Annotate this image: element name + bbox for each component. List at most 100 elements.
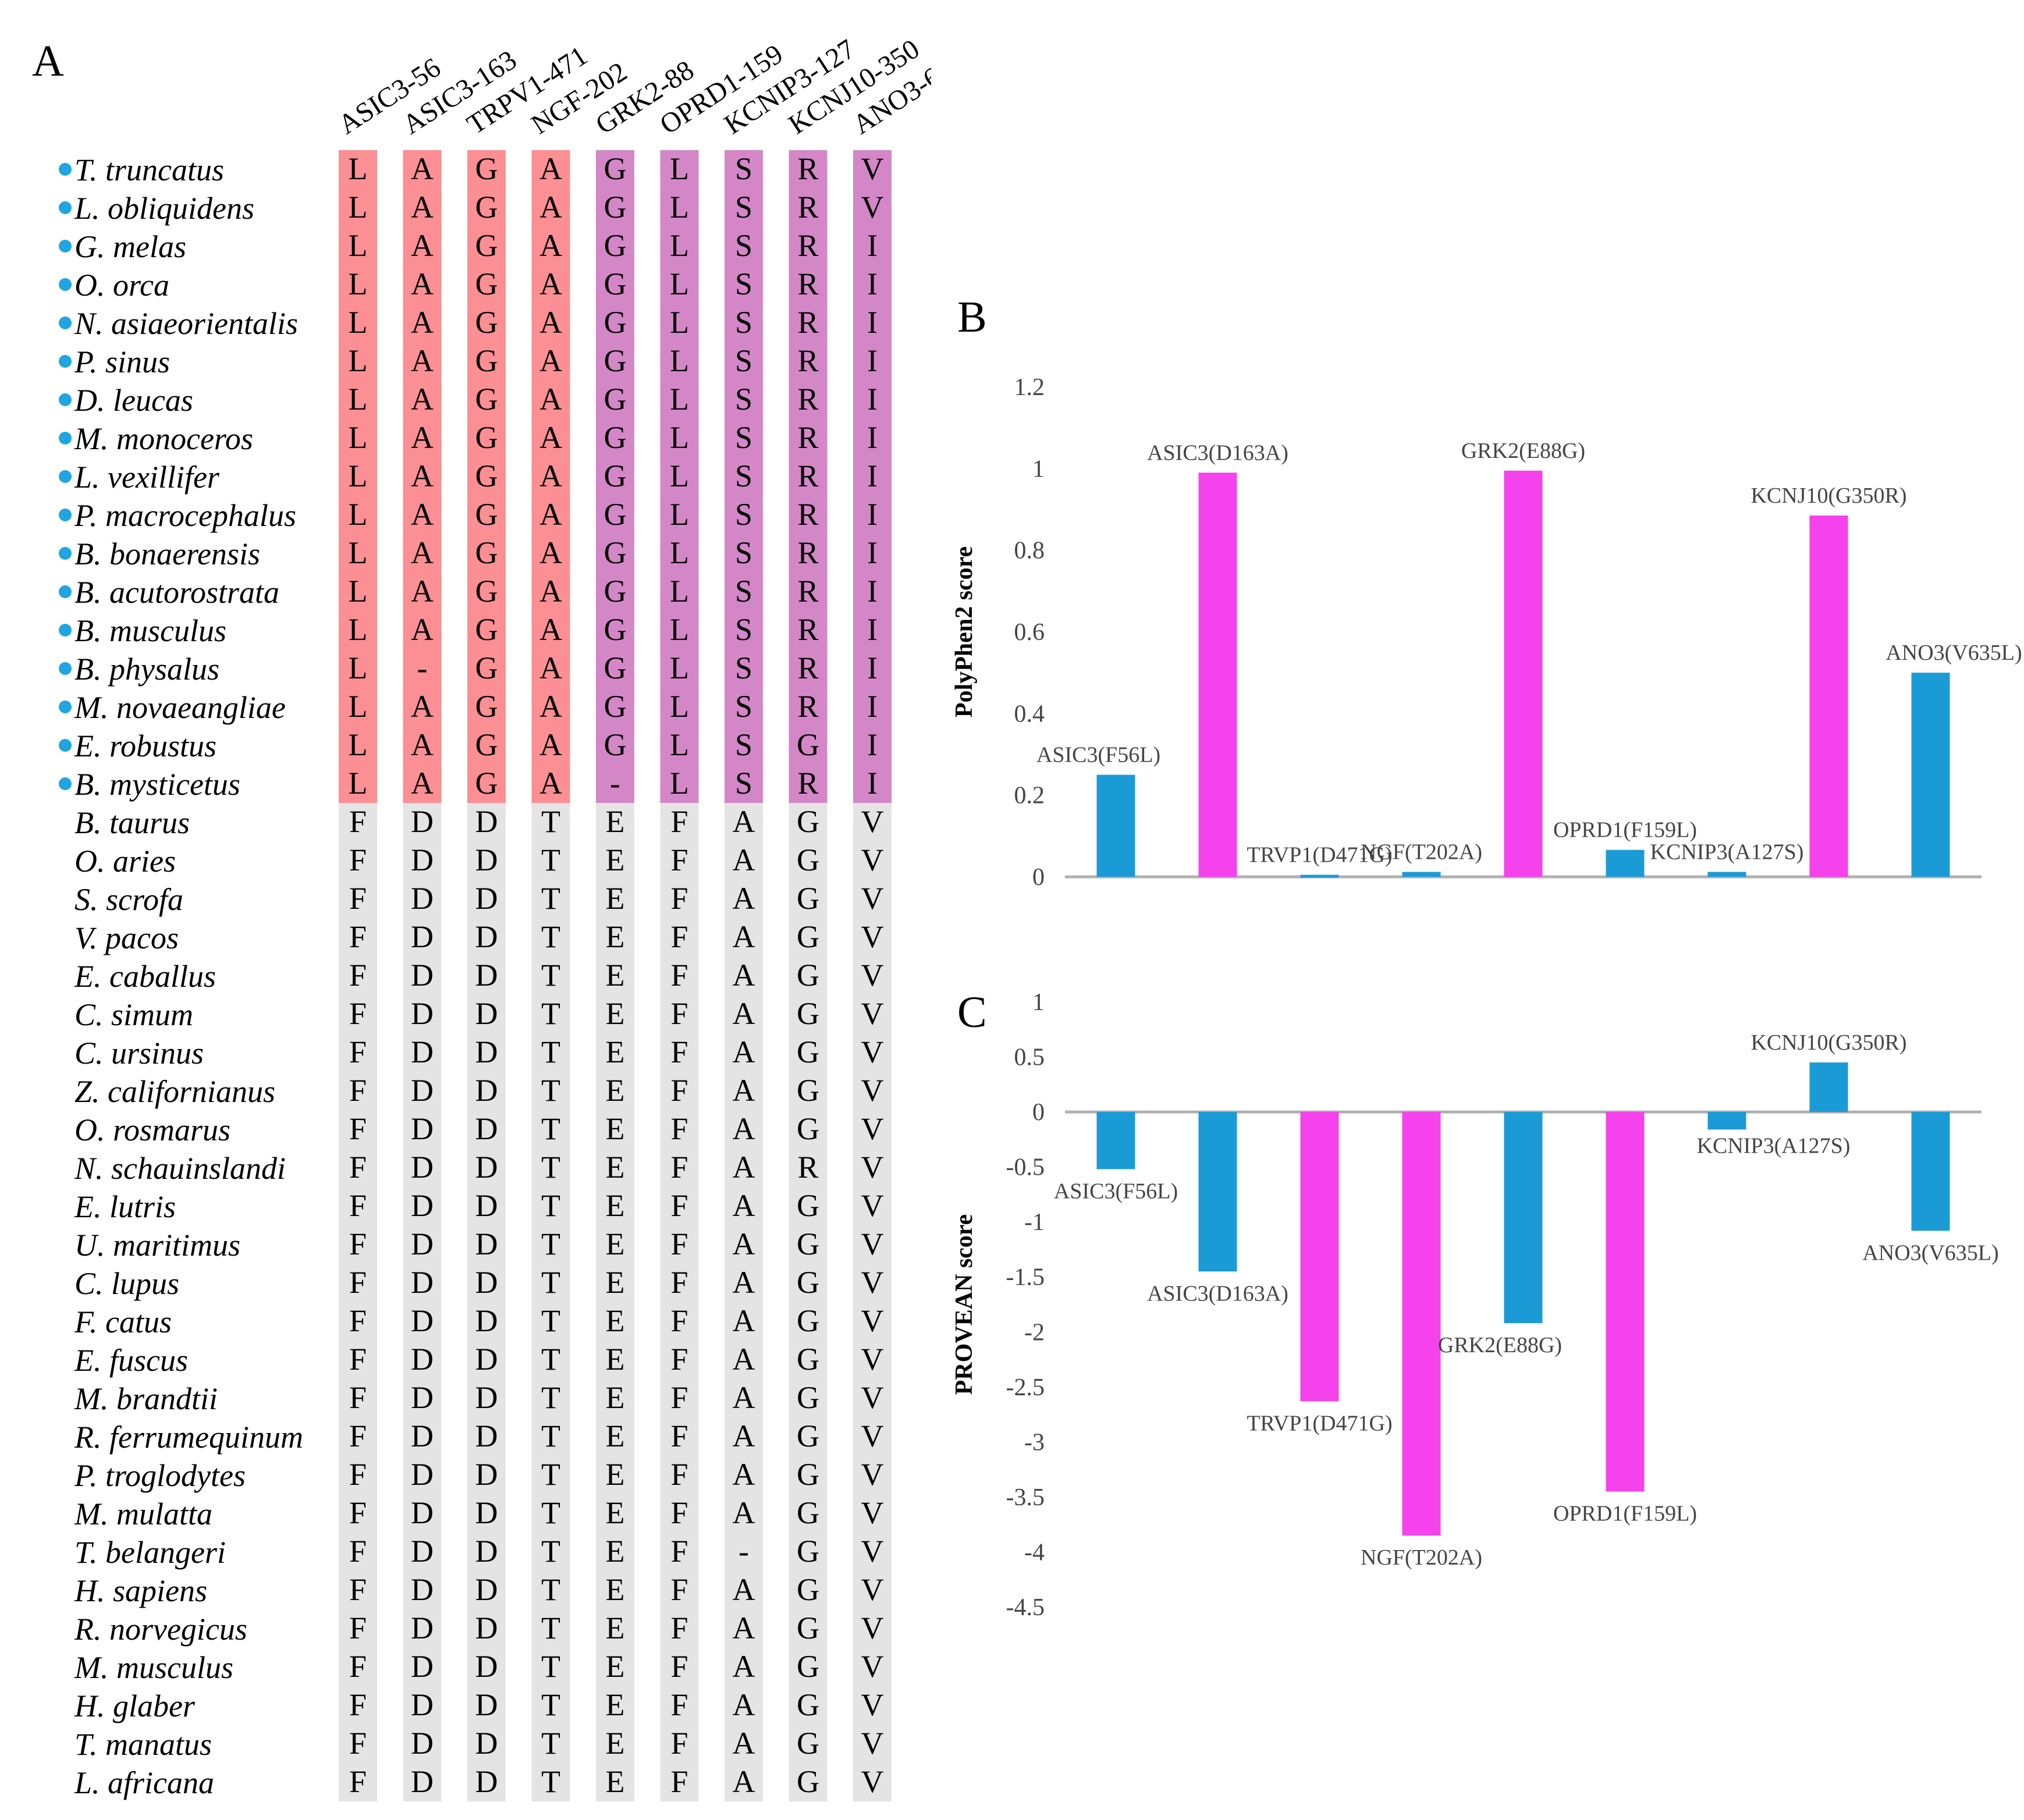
residue-letter: I (867, 574, 878, 609)
residue-letter: D (411, 1611, 434, 1645)
residue-letter: G (797, 1726, 819, 1761)
residue-letter: D (411, 1073, 434, 1108)
residue-letter: A (733, 1111, 755, 1146)
residue-letter: V (861, 881, 884, 916)
residue-cell (853, 688, 892, 726)
residue-letter: A (733, 1419, 755, 1453)
residue-cell (596, 918, 634, 957)
residue-letter: G (604, 497, 627, 532)
residue-letter: S (735, 228, 752, 263)
residue-cell (660, 227, 699, 265)
residue-cell (403, 1763, 442, 1801)
residue-letter: A (733, 1611, 755, 1645)
mammal-row: Z. californianus F D D T E F A G V (74, 1072, 892, 1110)
residue-letter: A (539, 382, 562, 417)
residue-letter: F (670, 1572, 688, 1607)
bar (1198, 472, 1237, 877)
residue-letter: V (861, 1495, 884, 1530)
residue-cell (596, 457, 634, 496)
residue-cell (467, 1494, 506, 1533)
residue-cell (467, 1686, 506, 1725)
mammal-row: U. maritimus F D D T E F A G V (74, 1225, 892, 1264)
residue-letter: S (735, 190, 752, 225)
residue-cell (531, 534, 570, 573)
residue-cell (339, 880, 377, 918)
residue-letter: G (797, 881, 819, 916)
residue-letter: A (733, 1687, 755, 1722)
residue-cell (853, 1110, 892, 1149)
residue-letter: F (670, 1303, 688, 1338)
residue-letter: V (861, 804, 884, 839)
residue-cell (853, 880, 892, 918)
residue-cell (660, 1725, 699, 1763)
bar-data-label: TRVP1(D471G) (1247, 1411, 1392, 1435)
cetacean-row: O. orca L A G A G L S R I (59, 265, 892, 304)
cetacean-row: B. musculus L A G A G L S R I (59, 611, 892, 649)
residue-cell (789, 1187, 828, 1225)
residue-cell (596, 150, 634, 189)
residue-cell (467, 496, 506, 534)
residue-letter: E (606, 996, 625, 1031)
residue-cell (789, 1609, 828, 1648)
residue-cell (660, 611, 699, 649)
residue-cell (789, 1379, 828, 1417)
residue-cell (403, 1225, 442, 1264)
residue-cell (596, 1264, 634, 1302)
residue-cell (789, 957, 828, 995)
residue-letter: F (349, 1726, 367, 1761)
residue-letter: I (867, 727, 878, 762)
species-name: O. orca (74, 268, 169, 303)
residue-cell (789, 611, 828, 649)
cetacean-marker-dot (59, 240, 72, 253)
residue-cell (725, 1609, 763, 1648)
residue-letter: A (539, 612, 562, 647)
residue-cell (725, 1571, 763, 1609)
residue-letter: T (541, 1303, 560, 1338)
residue-cell (467, 1379, 506, 1417)
residue-cell (403, 419, 442, 457)
residue-cell (403, 1686, 442, 1725)
residue-cell (725, 381, 763, 419)
residue-cell (467, 1110, 506, 1149)
species-name: B. physalus (74, 652, 219, 687)
residue-letter: E (606, 1764, 625, 1799)
residue-cell (789, 765, 828, 803)
bar-data-label: ASIC3(D163A) (1147, 440, 1288, 465)
residue-cell (660, 534, 699, 573)
residue-letter: V (861, 996, 884, 1031)
y-tick-label: 0 (1032, 1099, 1045, 1126)
residue-cell (660, 726, 699, 765)
residue-letter: D (411, 1419, 434, 1453)
residue-cell (725, 1149, 763, 1187)
residue-cell (531, 1033, 570, 1072)
residue-letter: V (861, 1303, 884, 1338)
residue-letter: A (539, 305, 562, 340)
residue-letter: T (541, 1111, 560, 1146)
residue-letter: E (606, 1265, 625, 1300)
cetacean-row: B. mysticetus L A G A - L S R I (59, 765, 892, 803)
species-name: N. schauinslandi (74, 1151, 286, 1186)
residue-cell (339, 265, 377, 304)
residue-cell (596, 1494, 634, 1533)
residue-cell (853, 1302, 892, 1341)
residue-cell (596, 765, 634, 803)
residue-cell (403, 189, 442, 227)
residue-letter: A (539, 343, 562, 378)
residue-cell (725, 803, 763, 841)
residue-cell (339, 1686, 377, 1725)
residue-cell (403, 841, 442, 880)
species-name: C. simum (74, 997, 193, 1032)
species-name: U. maritimus (74, 1228, 240, 1263)
species-name: M. musculus (74, 1650, 233, 1685)
residue-cell (853, 1494, 892, 1533)
residue-cell (853, 227, 892, 265)
residue-cell (467, 1033, 506, 1072)
residue-letter: L (349, 689, 368, 724)
residue-cell (789, 534, 828, 573)
residue-cell (853, 496, 892, 534)
residue-cell (339, 1264, 377, 1302)
residue-letter: G (475, 420, 498, 455)
residue-letter: E (606, 1572, 625, 1607)
residue-cell (853, 265, 892, 304)
bar-data-label: ASIC3(F56L) (1054, 1179, 1178, 1203)
